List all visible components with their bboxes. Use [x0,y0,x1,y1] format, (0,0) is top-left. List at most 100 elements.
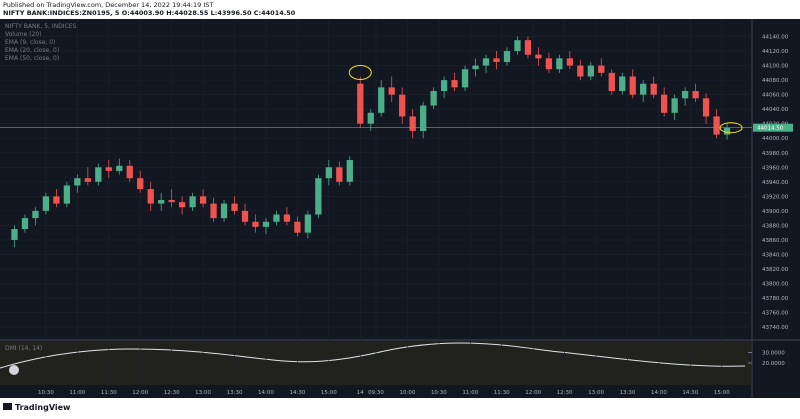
candle-body [472,65,479,70]
x-tick-label: 15:00 [321,390,337,396]
x-tick-label: 11:30 [101,390,117,396]
y-tick-label: 43780.00 [762,296,789,302]
candle-body [399,94,406,117]
indicator-tick-label: 20.0000 [762,361,785,367]
candle-body [357,83,364,124]
x-tick-label: 12:00 [132,390,148,396]
candle-body [105,167,112,171]
y-tick-label: 43980.00 [762,151,789,157]
candle-body [74,178,81,186]
candle-body [545,58,553,70]
candle-body [503,51,511,62]
x-tick-label: 12:00 [525,390,541,396]
y-tick-label: 43900.00 [762,209,789,215]
candle-body [336,167,343,182]
candle-body [168,199,175,203]
candle-body [189,196,196,208]
y-tick-label: 44040.00 [762,107,789,113]
candle-body [619,76,626,92]
annotation-ellipse [348,64,372,80]
candle-body [692,91,699,99]
y-tick-label: 43800.00 [762,282,789,288]
legend-entry: EMA (20, close, 0) [5,47,59,54]
candle-body [315,178,322,215]
candle-body [440,80,448,92]
candle-body [21,218,29,230]
candle-body [294,221,301,233]
candle-body [220,203,228,219]
x-tick-label: 13:30 [620,390,636,396]
x-tick-label: 10:30 [431,390,447,396]
candle-body [409,116,416,131]
candle-body [451,80,458,88]
candle-body [231,203,238,211]
x-tick-label: 10:00 [400,390,416,396]
candle-body [378,87,385,113]
y-tick-label: 43820.00 [762,267,789,273]
legend-entry: Volume (20) [5,31,42,38]
legend-entry: EMA (9, close, 0) [5,39,55,46]
candle-body [461,69,469,88]
candle-body [681,91,689,99]
indicator-tick-label: 30.0000 [762,351,785,357]
icon[interactable] [9,365,19,375]
annotation-ellipse [719,122,743,134]
candle-body [137,178,144,190]
candle-body [158,199,165,204]
candle-body [147,189,154,204]
candle-body [598,65,605,73]
y-tick-label: 44080.00 [762,78,789,84]
candle-body [420,105,427,131]
price-tag [753,123,793,132]
y-tick-label: 43920.00 [762,194,789,200]
plot: 43740.00 43760.00 43780.00 43800.00 43820.00… [0,19,793,396]
candle-body [325,167,332,179]
y-tick-label: 44120.00 [762,49,789,55]
x-tick-label: 11:30 [494,390,510,396]
legend-entry: EMA (50, close, 0) [5,55,59,62]
candle-body [304,214,312,233]
candle-body [84,178,91,182]
y-tick-label: 44000.00 [762,136,789,142]
candle-body [388,87,395,95]
candle-body [11,229,18,240]
candle-body [661,94,668,113]
candle-body [577,65,584,77]
candle-body [493,58,500,62]
candle-body [63,185,71,204]
candle-body [283,214,291,222]
x-tick-label: 14 [357,390,364,396]
y-tick-label: 43940.00 [762,180,789,186]
x-tick-label: 10:30 [38,390,54,396]
candle-body [482,58,490,66]
logo [3,403,12,410]
x-tick-label: 14:00 [258,390,274,396]
y-tick-label: 44140.00 [762,35,789,41]
candle-body [273,214,280,222]
candle-body [42,196,50,211]
candle-body [178,202,186,208]
candle-body [252,221,259,227]
y-tick-label: 43760.00 [762,311,789,317]
published: Published on TradingView.com, December 1… [3,1,213,9]
symbol-line: NIFTY BANK:INDICES:ZN0195, 5 O:44003.90 … [3,9,296,17]
footer: TradingView [3,403,71,412]
candle-body [723,127,731,135]
candle-body [262,221,270,227]
brand: TradingView [15,403,71,412]
candle-body [702,98,710,117]
x-tick-label: 12:30 [164,390,180,396]
candle-body [430,91,437,106]
y-tick-label: 44060.00 [762,93,789,99]
x-tick-label: 12:30 [557,390,573,396]
candle-body [53,196,60,204]
x-tick-label: 14:30 [289,390,305,396]
y-tick-label: 43740.00 [762,325,789,331]
x-tick-label: 13:30 [227,390,243,396]
y-tick-label: 43960.00 [762,165,789,171]
x-tick-label: 14:30 [682,390,698,396]
candle-body [556,58,563,70]
candle-body [32,210,39,219]
candle-body [671,98,678,113]
